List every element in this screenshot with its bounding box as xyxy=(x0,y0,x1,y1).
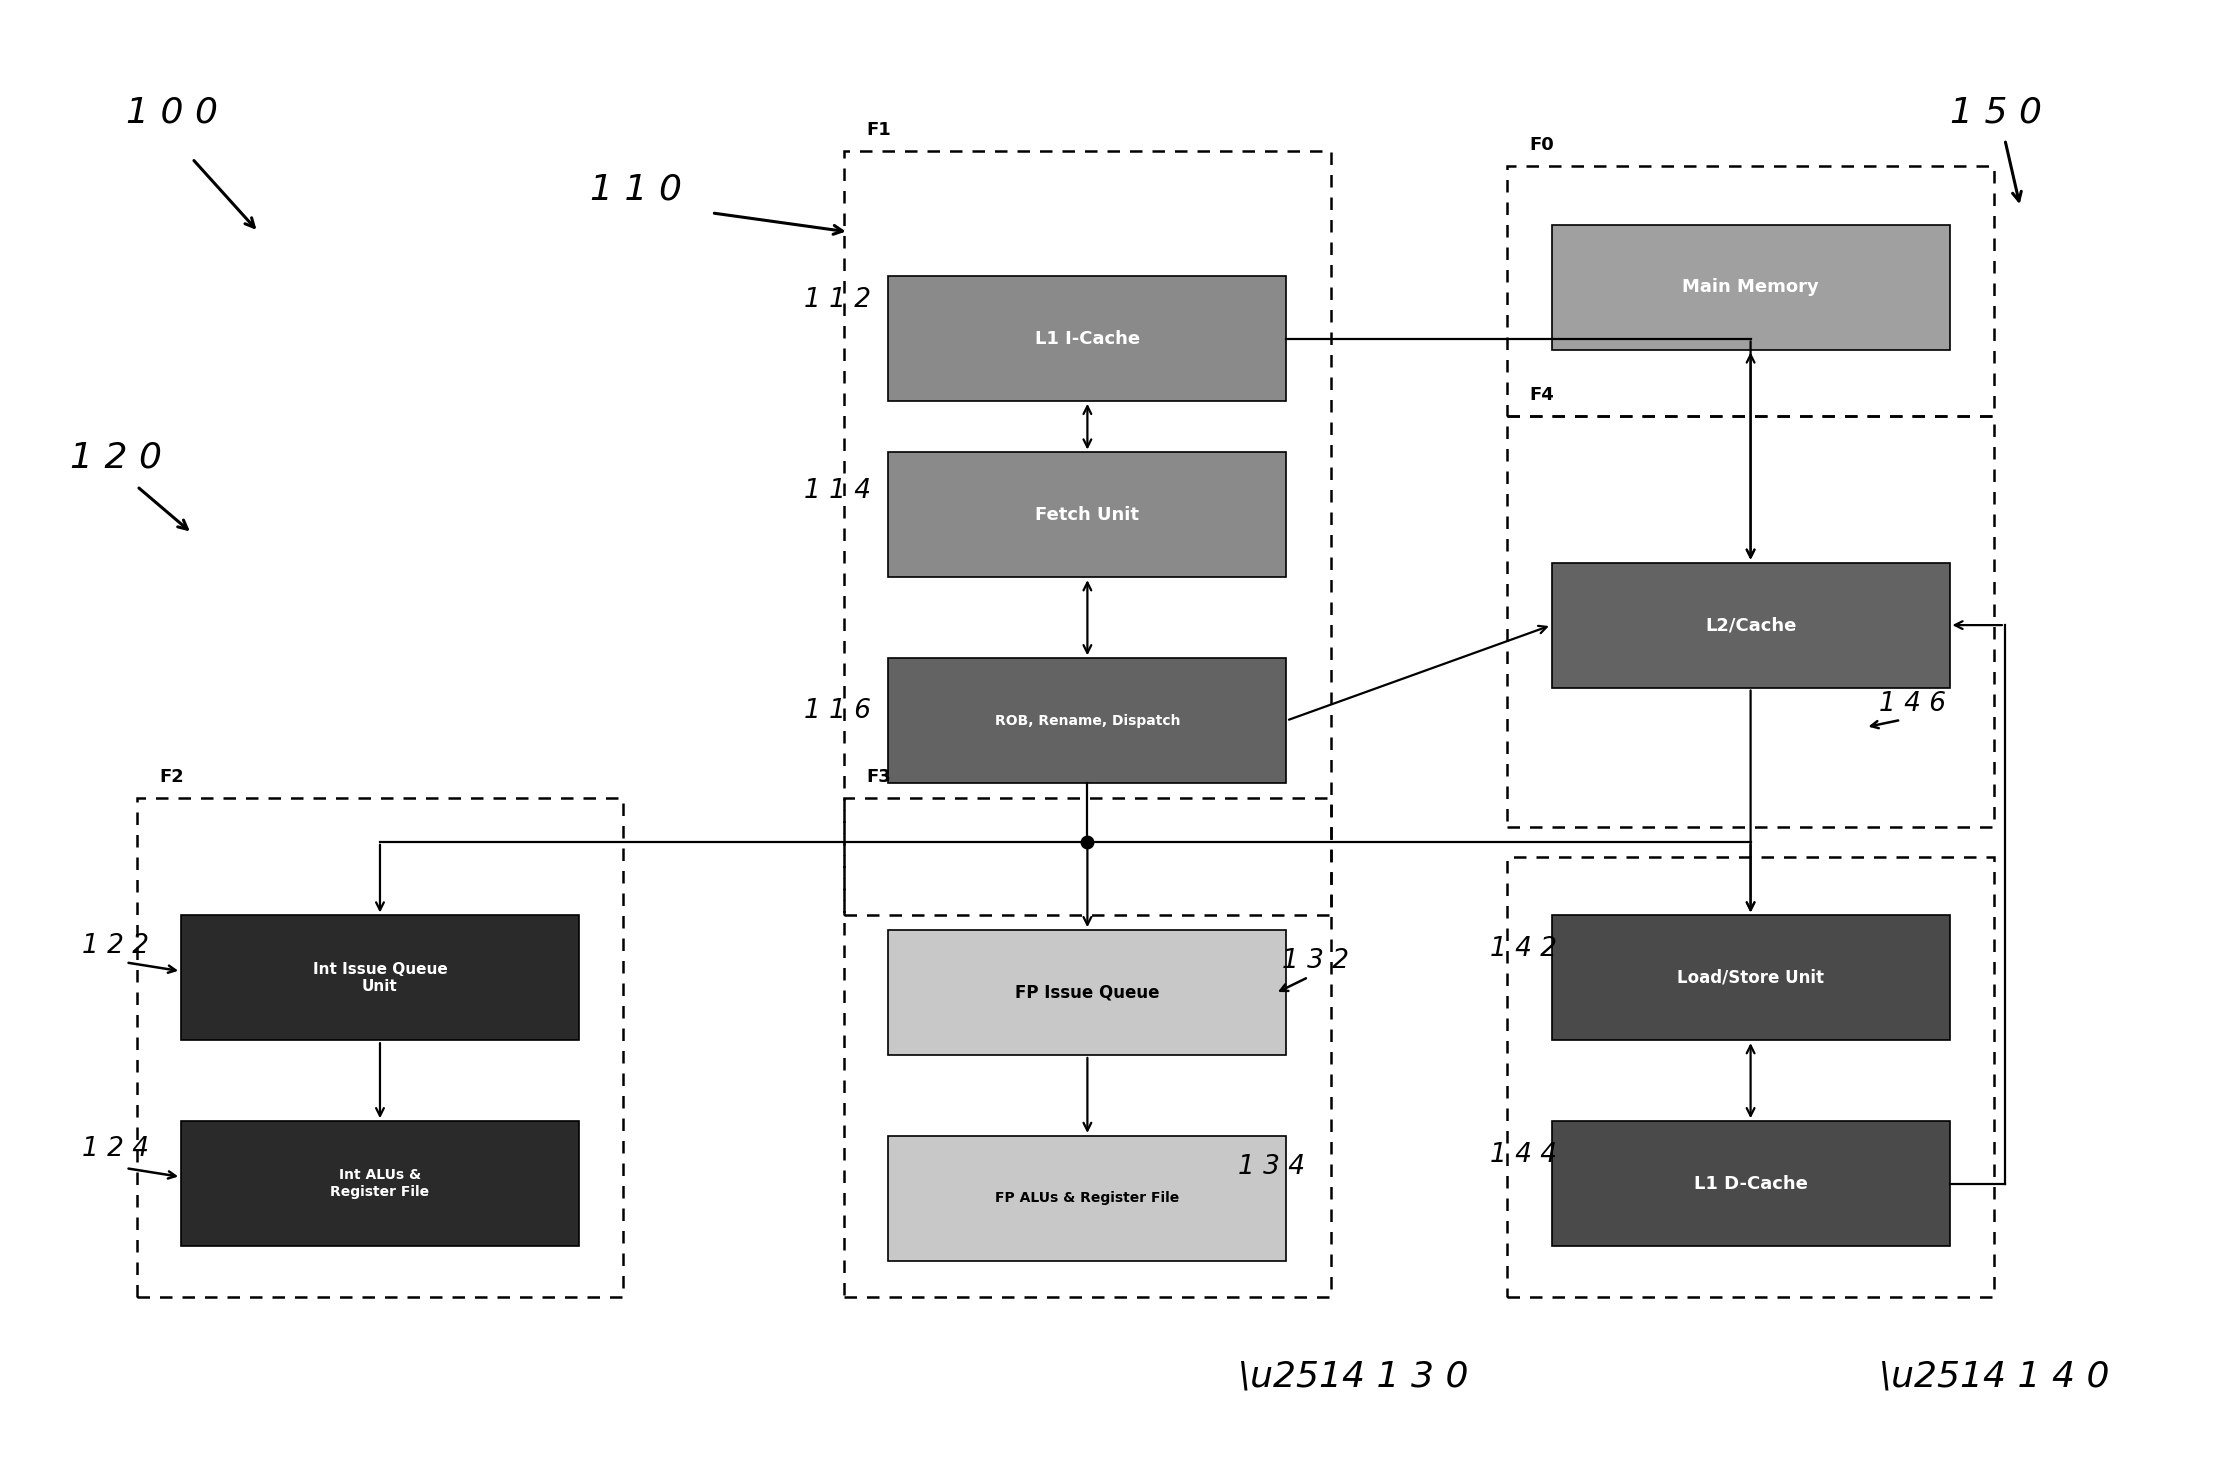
Text: \u2514 1 3 0: \u2514 1 3 0 xyxy=(1238,1358,1469,1392)
Bar xyxy=(138,798,624,1298)
Text: FP ALUs & Register File: FP ALUs & Register File xyxy=(996,1191,1181,1205)
Text: 1 0 0: 1 0 0 xyxy=(126,95,217,129)
Text: 1 1 0: 1 1 0 xyxy=(590,173,681,207)
Text: F4: F4 xyxy=(1529,386,1553,403)
Text: L1 D-Cache: L1 D-Cache xyxy=(1693,1175,1808,1193)
Text: Int Issue Queue
Unit: Int Issue Queue Unit xyxy=(313,962,448,995)
Text: 1 4 2: 1 4 2 xyxy=(1489,937,1558,962)
Bar xyxy=(888,930,1287,1055)
Text: F3: F3 xyxy=(865,769,892,786)
Text: Load/Store Unit: Load/Store Unit xyxy=(1678,968,1824,987)
Text: F1: F1 xyxy=(865,121,892,139)
Text: 1 2 0: 1 2 0 xyxy=(71,440,162,474)
Bar xyxy=(1507,857,1993,1298)
Text: F2: F2 xyxy=(160,769,184,786)
Text: L1 I-Cache: L1 I-Cache xyxy=(1034,330,1141,347)
Bar xyxy=(843,798,1331,1298)
Text: FP Issue Queue: FP Issue Queue xyxy=(1014,983,1161,1002)
Bar xyxy=(1551,1122,1951,1246)
Bar xyxy=(843,151,1331,915)
Text: \u2514 1 4 0: \u2514 1 4 0 xyxy=(1879,1358,2110,1392)
Text: 1 3 2: 1 3 2 xyxy=(1283,949,1349,974)
Bar xyxy=(1507,166,1993,415)
Text: Fetch Unit: Fetch Unit xyxy=(1036,505,1138,523)
Text: 1 4 4: 1 4 4 xyxy=(1489,1142,1558,1168)
Text: Int ALUs &
Register File: Int ALUs & Register File xyxy=(331,1169,430,1199)
Bar xyxy=(182,1122,579,1246)
Text: F0: F0 xyxy=(1529,136,1553,154)
Bar xyxy=(888,276,1287,401)
Bar xyxy=(182,915,579,1041)
Text: 1 5 0: 1 5 0 xyxy=(1951,95,2041,129)
Bar xyxy=(1551,225,1951,349)
Text: L2/Cache: L2/Cache xyxy=(1704,616,1797,634)
Bar xyxy=(1551,915,1951,1041)
Text: 1 1 2: 1 1 2 xyxy=(805,287,872,313)
Text: 1 2 2: 1 2 2 xyxy=(82,934,149,959)
Text: Main Memory: Main Memory xyxy=(1682,278,1820,296)
Text: 1 2 4: 1 2 4 xyxy=(82,1137,149,1162)
Bar xyxy=(888,452,1287,578)
Bar xyxy=(888,1135,1287,1261)
Bar xyxy=(1507,415,1993,828)
Text: ROB, Rename, Dispatch: ROB, Rename, Dispatch xyxy=(994,714,1181,727)
Text: 1 1 4: 1 1 4 xyxy=(805,477,872,504)
Text: 1 4 6: 1 4 6 xyxy=(1879,690,1946,717)
Text: 1 1 6: 1 1 6 xyxy=(805,698,872,724)
Bar xyxy=(1551,563,1951,687)
Text: 1 3 4: 1 3 4 xyxy=(1238,1154,1305,1179)
Bar xyxy=(888,658,1287,783)
